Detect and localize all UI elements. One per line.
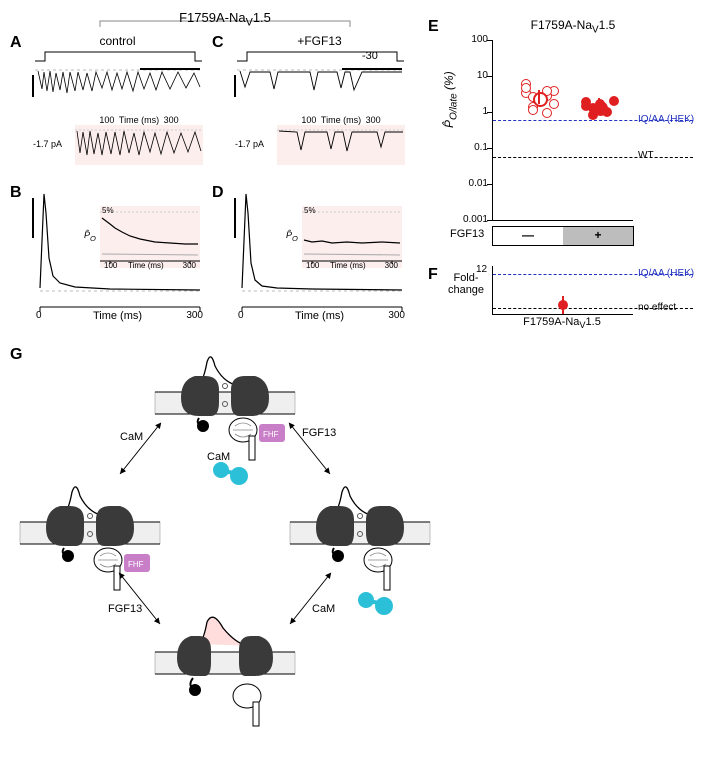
panel-C: +FGF13 100 Time (ms) 300 -1.7 pA [232, 34, 407, 165]
E-blue-label: IQ/AA (HEK) [638, 114, 694, 125]
E-ytick: 0.01 [454, 178, 488, 189]
D-inset-ytick: 5% [304, 206, 316, 215]
E-plus-container [573, 40, 623, 220]
B-inset-xlabel: Time (ms) [128, 261, 164, 270]
B-xlabel: Time (ms) [30, 310, 205, 322]
label-C: C [212, 34, 224, 52]
G-cam-text-top: CaM [207, 451, 230, 463]
voltage-step-A [30, 48, 205, 64]
F-ylabel: Fold-change [444, 272, 488, 296]
label-D: D [212, 184, 224, 202]
panel-C-title: +FGF13 [232, 34, 407, 48]
G-arrow-tr: FGF13 [302, 427, 336, 439]
panel-D-xaxis: 0 Time (ms) 300 [232, 304, 407, 318]
A-inset-x1: 100 [99, 115, 114, 125]
D-inset-x2: 300 [385, 261, 398, 270]
E-xrow-label: FGF13 [450, 228, 484, 240]
panel-F: 12 Fold-change IQ/AA (HEK) no effect F17… [448, 266, 698, 336]
D-x2: 300 [388, 310, 405, 321]
panel-E: F1759A-NaV1.5 0.0010.010.1110100 P̂O/lat… [448, 18, 698, 258]
G-arrow-br: CaM [312, 603, 335, 615]
panel-E-title: F1759A-NaV1.5 [448, 18, 698, 35]
label-E: E [428, 18, 439, 36]
label-A: A [10, 34, 22, 52]
panel-F-plot [492, 266, 633, 315]
E-plus-label: + [563, 227, 633, 245]
G-arrow-tl: CaM [120, 431, 143, 443]
E-point [549, 99, 559, 109]
E-ytick: 0.1 [454, 142, 488, 153]
D-inset-x1: 100 [306, 261, 319, 270]
F-xlabel: F1759A-NaV1.5 [492, 316, 632, 330]
F-err [562, 296, 564, 314]
panel-C-inset: 100 Time (ms) 300 -1.7 pA [277, 115, 405, 165]
E-ytick: 0.001 [454, 214, 488, 225]
panel-G: FHF CaM FHF [10, 354, 440, 734]
A-inset-xlabel: Time (ms) [119, 115, 159, 125]
E-point [521, 83, 531, 93]
B-inset-ytick: 5% [102, 206, 114, 215]
E-point [581, 101, 591, 111]
E-point [609, 96, 619, 106]
label-F: F [428, 266, 438, 284]
panel-D: 5% P̂O 100 Time (ms) 300 0 Time (ms) 300 [232, 188, 407, 318]
figure-root: F1759A-NaV1.5 A control 100 Time (ms) 30… [10, 10, 707, 747]
D-inset-ylabel: P̂O [286, 230, 298, 243]
E-xaxis-row: — + [492, 226, 634, 246]
B-inset-x1: 100 [104, 261, 117, 270]
C-inset-xlabel: Time (ms) [321, 115, 361, 125]
panel-B-xaxis: 0 Time (ms) 300 [30, 304, 205, 318]
voltage-step-C [232, 48, 407, 64]
E-ylabel: P̂O/late (%) [442, 71, 459, 128]
C-inset-x2: 300 [366, 115, 381, 125]
D-xlabel: Time (ms) [232, 310, 407, 322]
F-blue-label: IQ/AA (HEK) [638, 268, 694, 279]
E-ytick: 100 [454, 34, 488, 45]
label-B: B [10, 184, 22, 202]
B-inset-ylabel: P̂O [84, 230, 96, 243]
G-fhf-top: FHF [263, 430, 279, 439]
panel-A-title: control [30, 34, 205, 48]
E-minus-container [513, 40, 563, 220]
E-wt-label: WT [638, 150, 654, 161]
B-inset-x2: 300 [183, 261, 196, 270]
A-inset-x2: 300 [164, 115, 179, 125]
panel-A-inset: 100 Time (ms) 300 -1.7 pA [75, 115, 203, 165]
trace-A [30, 67, 205, 112]
panel-B-inset: 5% P̂O 100 Time (ms) 300 [100, 206, 200, 268]
D-inset-xlabel: Time (ms) [330, 261, 366, 270]
top-header: F1759A-NaV1.5 [90, 12, 360, 29]
trace-C-inset [277, 125, 405, 165]
G-fhf-left: FHF [128, 560, 144, 569]
trace-A-inset [75, 125, 203, 165]
C-inset-ylabel: -1.7 pA [235, 139, 264, 149]
A-inset-ylabel: -1.7 pA [33, 139, 62, 149]
B-x2: 300 [186, 310, 203, 321]
trace-C [232, 67, 407, 112]
E-point [542, 108, 552, 118]
C-inset-x1: 100 [301, 115, 316, 125]
G-arrow-bl: FGF13 [108, 603, 142, 615]
panel-B: 5% P̂O 100 Time (ms) 300 0 Time (ms) 300 [30, 188, 205, 318]
panel-D-inset: 5% P̂O 100 Time (ms) 300 [302, 206, 402, 268]
F-noeffect-label: no effect [638, 302, 676, 313]
panel-E-plot [492, 40, 633, 221]
E-minus-label: — [493, 227, 563, 245]
diagram-G: FHF CaM FHF [10, 354, 440, 734]
panel-A: control 100 Time (ms) 300 -1.7 p [30, 34, 205, 165]
E-point [528, 105, 538, 115]
header-text: F1759A-NaV1.5 [179, 10, 271, 25]
